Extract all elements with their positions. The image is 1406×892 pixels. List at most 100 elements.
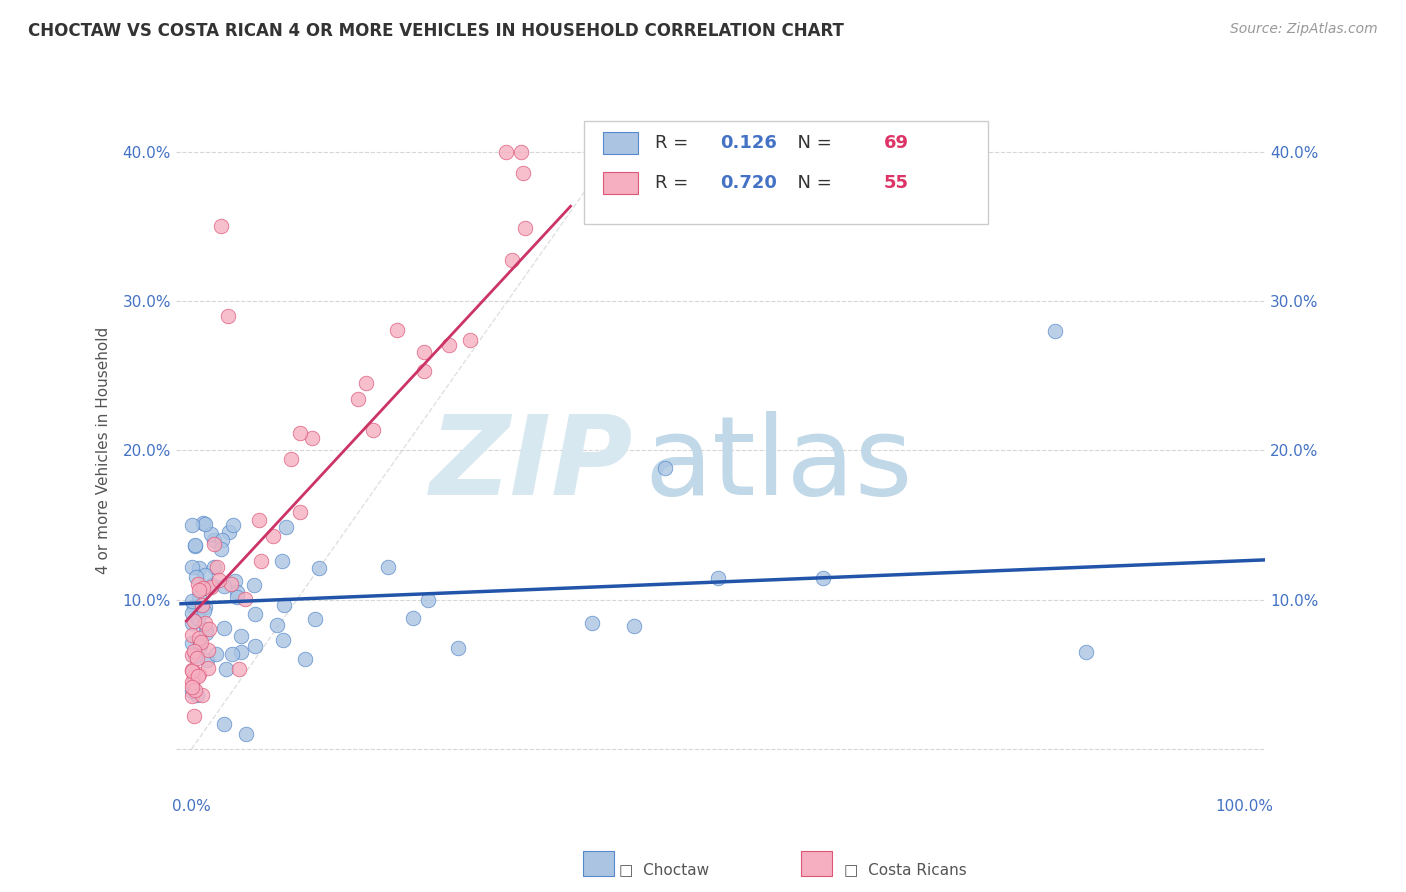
Point	[188, 589, 211, 603]
Point	[250, 554, 273, 568]
Point	[183, 614, 205, 628]
Point	[276, 519, 298, 533]
Point	[458, 333, 481, 347]
Point	[180, 683, 202, 698]
Text: R =: R =	[655, 174, 695, 192]
Point	[184, 682, 207, 697]
Text: ZIP: ZIP	[430, 410, 633, 517]
Point	[200, 526, 222, 541]
Point	[214, 621, 236, 635]
Point	[217, 309, 239, 323]
Point	[191, 598, 214, 612]
Point	[202, 559, 225, 574]
Point	[271, 633, 294, 648]
Point	[233, 592, 256, 607]
Point	[262, 529, 284, 543]
Point	[184, 570, 207, 584]
Point	[209, 219, 232, 234]
Text: 69: 69	[884, 135, 910, 153]
Point	[501, 253, 523, 268]
Point	[193, 604, 215, 618]
Point	[243, 640, 266, 654]
Point	[186, 599, 208, 614]
Point	[212, 717, 235, 731]
Point	[243, 578, 266, 592]
Point	[183, 709, 205, 723]
Point	[202, 533, 225, 547]
Point	[194, 567, 217, 582]
Point	[191, 516, 214, 530]
Point	[226, 585, 249, 599]
Point	[654, 460, 676, 475]
Point	[180, 636, 202, 650]
Point	[187, 582, 209, 597]
Point	[193, 615, 215, 630]
Point	[184, 538, 207, 552]
Bar	[603, 132, 638, 154]
FancyBboxPatch shape	[585, 120, 987, 224]
Point	[243, 607, 266, 621]
Point	[195, 622, 218, 636]
Point	[214, 578, 236, 592]
Text: 55: 55	[884, 174, 910, 192]
Point	[181, 615, 204, 630]
Point	[347, 392, 370, 406]
Point	[581, 616, 603, 631]
Point	[187, 666, 209, 681]
Bar	[603, 171, 638, 194]
Point	[1076, 645, 1098, 659]
Point	[191, 581, 214, 595]
Bar	[801, 851, 832, 876]
Point	[188, 631, 211, 645]
Point	[273, 598, 295, 612]
Point	[623, 619, 645, 633]
Point	[190, 635, 212, 649]
Point	[437, 338, 460, 352]
Point	[180, 594, 202, 608]
Point	[181, 663, 204, 677]
Point	[211, 533, 233, 548]
Point	[183, 670, 205, 684]
Point	[418, 592, 440, 607]
Point	[194, 600, 217, 615]
Point	[208, 574, 231, 588]
Point	[294, 652, 316, 666]
Point	[197, 622, 219, 636]
Point	[235, 727, 257, 741]
Point	[187, 610, 209, 624]
Point	[187, 669, 209, 683]
Point	[197, 661, 219, 675]
Point	[183, 644, 205, 658]
Bar	[583, 851, 614, 876]
Text: 0.720: 0.720	[721, 174, 778, 192]
Point	[205, 647, 228, 661]
Point	[222, 517, 245, 532]
Point	[188, 561, 211, 575]
Point	[188, 639, 211, 653]
Point	[183, 539, 205, 553]
Point	[304, 611, 326, 625]
Point	[219, 576, 242, 591]
Point	[509, 145, 531, 160]
Point	[813, 571, 835, 585]
Point	[202, 536, 225, 550]
Text: R =: R =	[655, 135, 695, 153]
Y-axis label: 4 or more Vehicles in Household: 4 or more Vehicles in Household	[96, 326, 111, 574]
Point	[385, 322, 408, 336]
Point	[188, 636, 211, 650]
Point	[201, 578, 224, 592]
Point	[707, 571, 730, 585]
Text: 0.126: 0.126	[721, 135, 778, 153]
Text: Source: ZipAtlas.com: Source: ZipAtlas.com	[1230, 22, 1378, 37]
Point	[194, 517, 217, 532]
Point	[181, 689, 204, 703]
Text: CHOCTAW VS COSTA RICAN 4 OR MORE VEHICLES IN HOUSEHOLD CORRELATION CHART: CHOCTAW VS COSTA RICAN 4 OR MORE VEHICLE…	[28, 22, 844, 40]
Point	[247, 513, 270, 527]
Point	[308, 561, 330, 575]
Point	[195, 653, 218, 667]
Point	[270, 554, 292, 568]
Point	[180, 560, 202, 574]
Point	[181, 628, 204, 642]
Point	[195, 625, 218, 640]
Point	[402, 610, 425, 624]
